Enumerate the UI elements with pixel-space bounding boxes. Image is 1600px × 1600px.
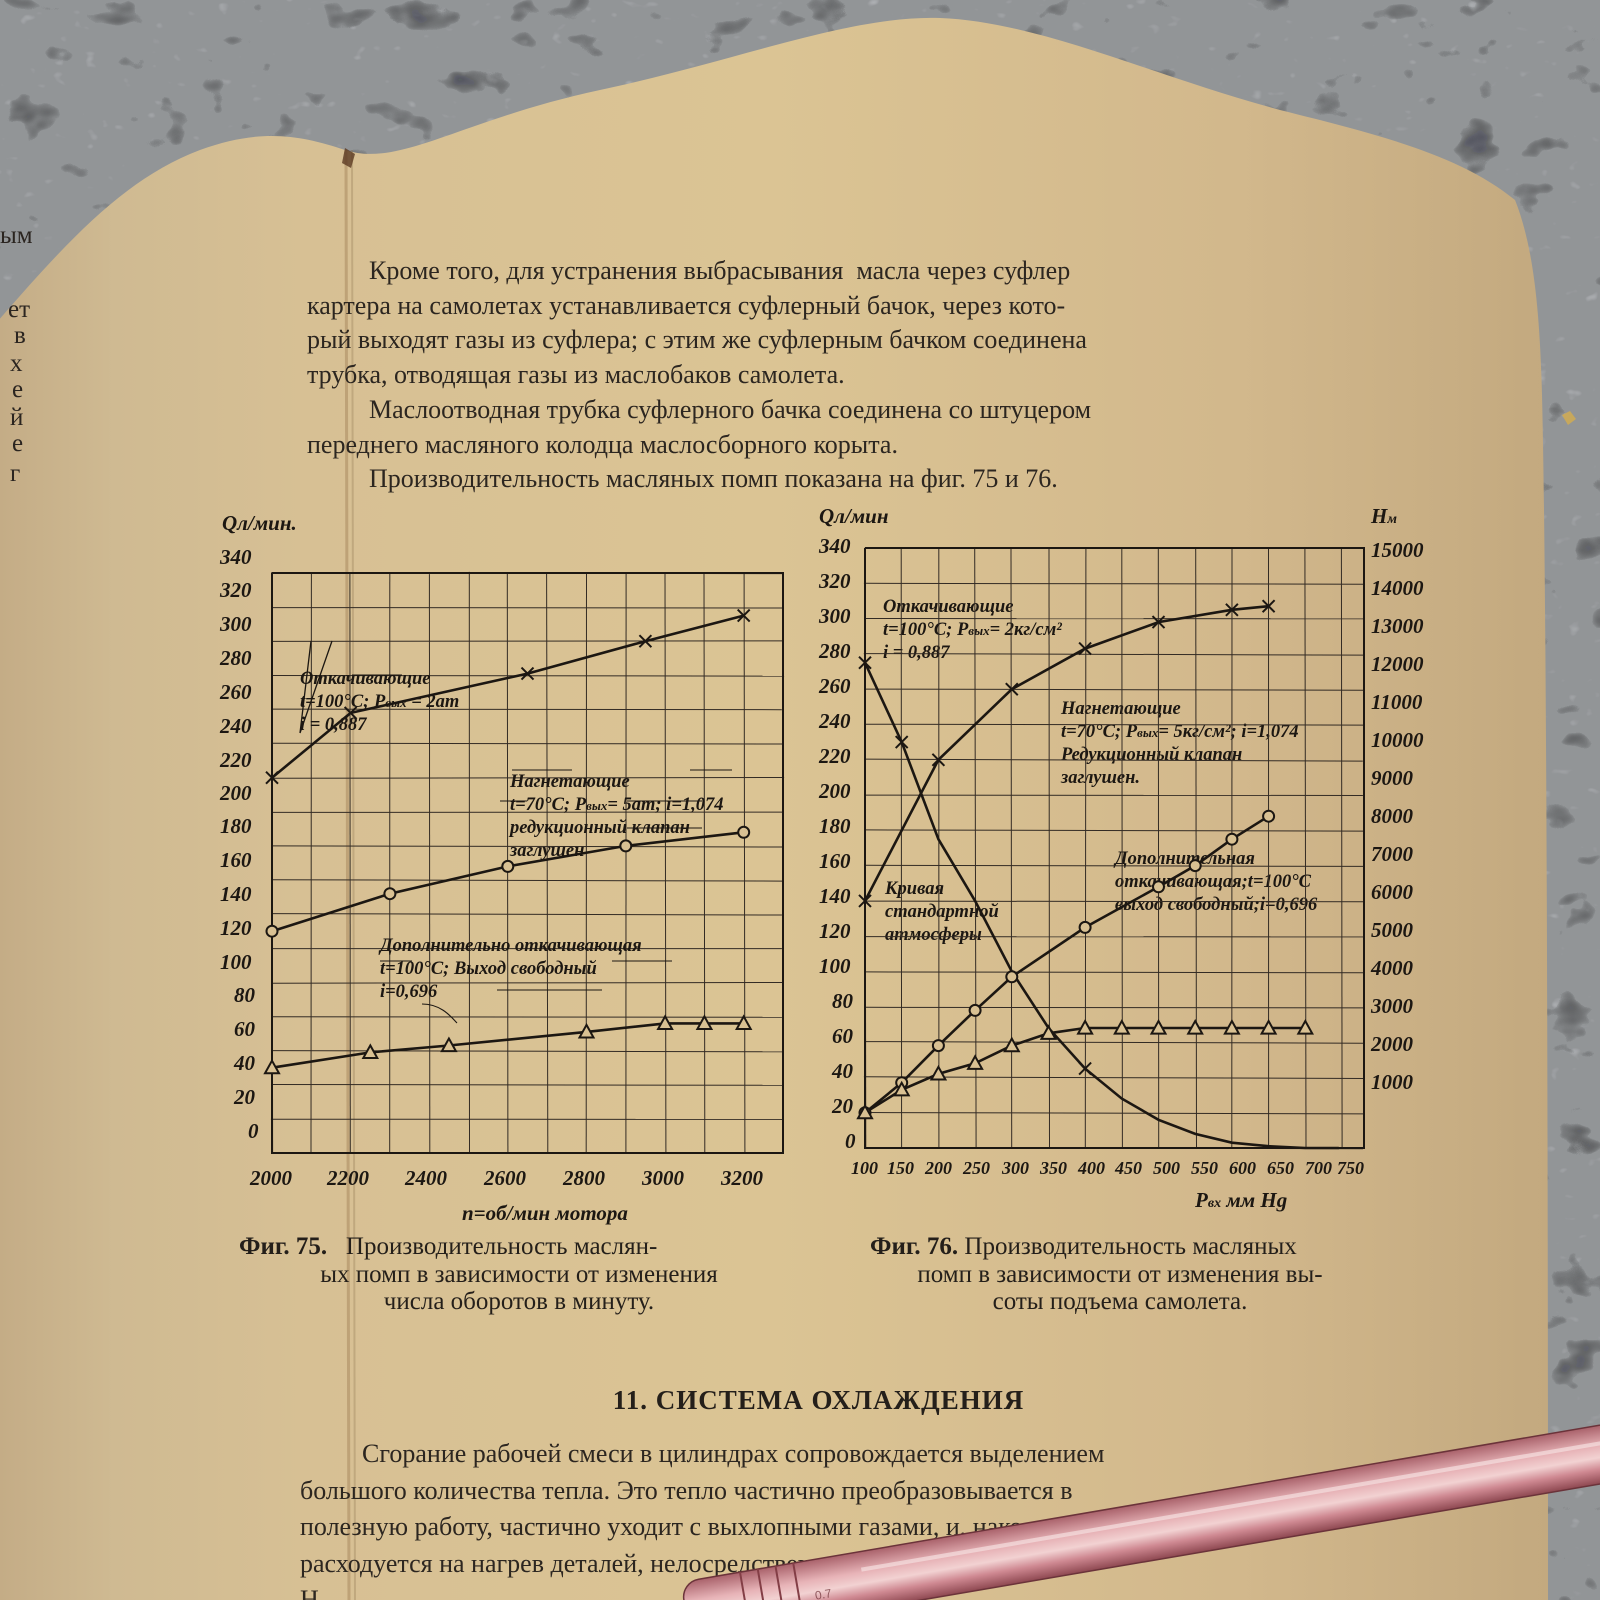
svg-text:0.7: 0.7 xyxy=(814,1586,833,1600)
